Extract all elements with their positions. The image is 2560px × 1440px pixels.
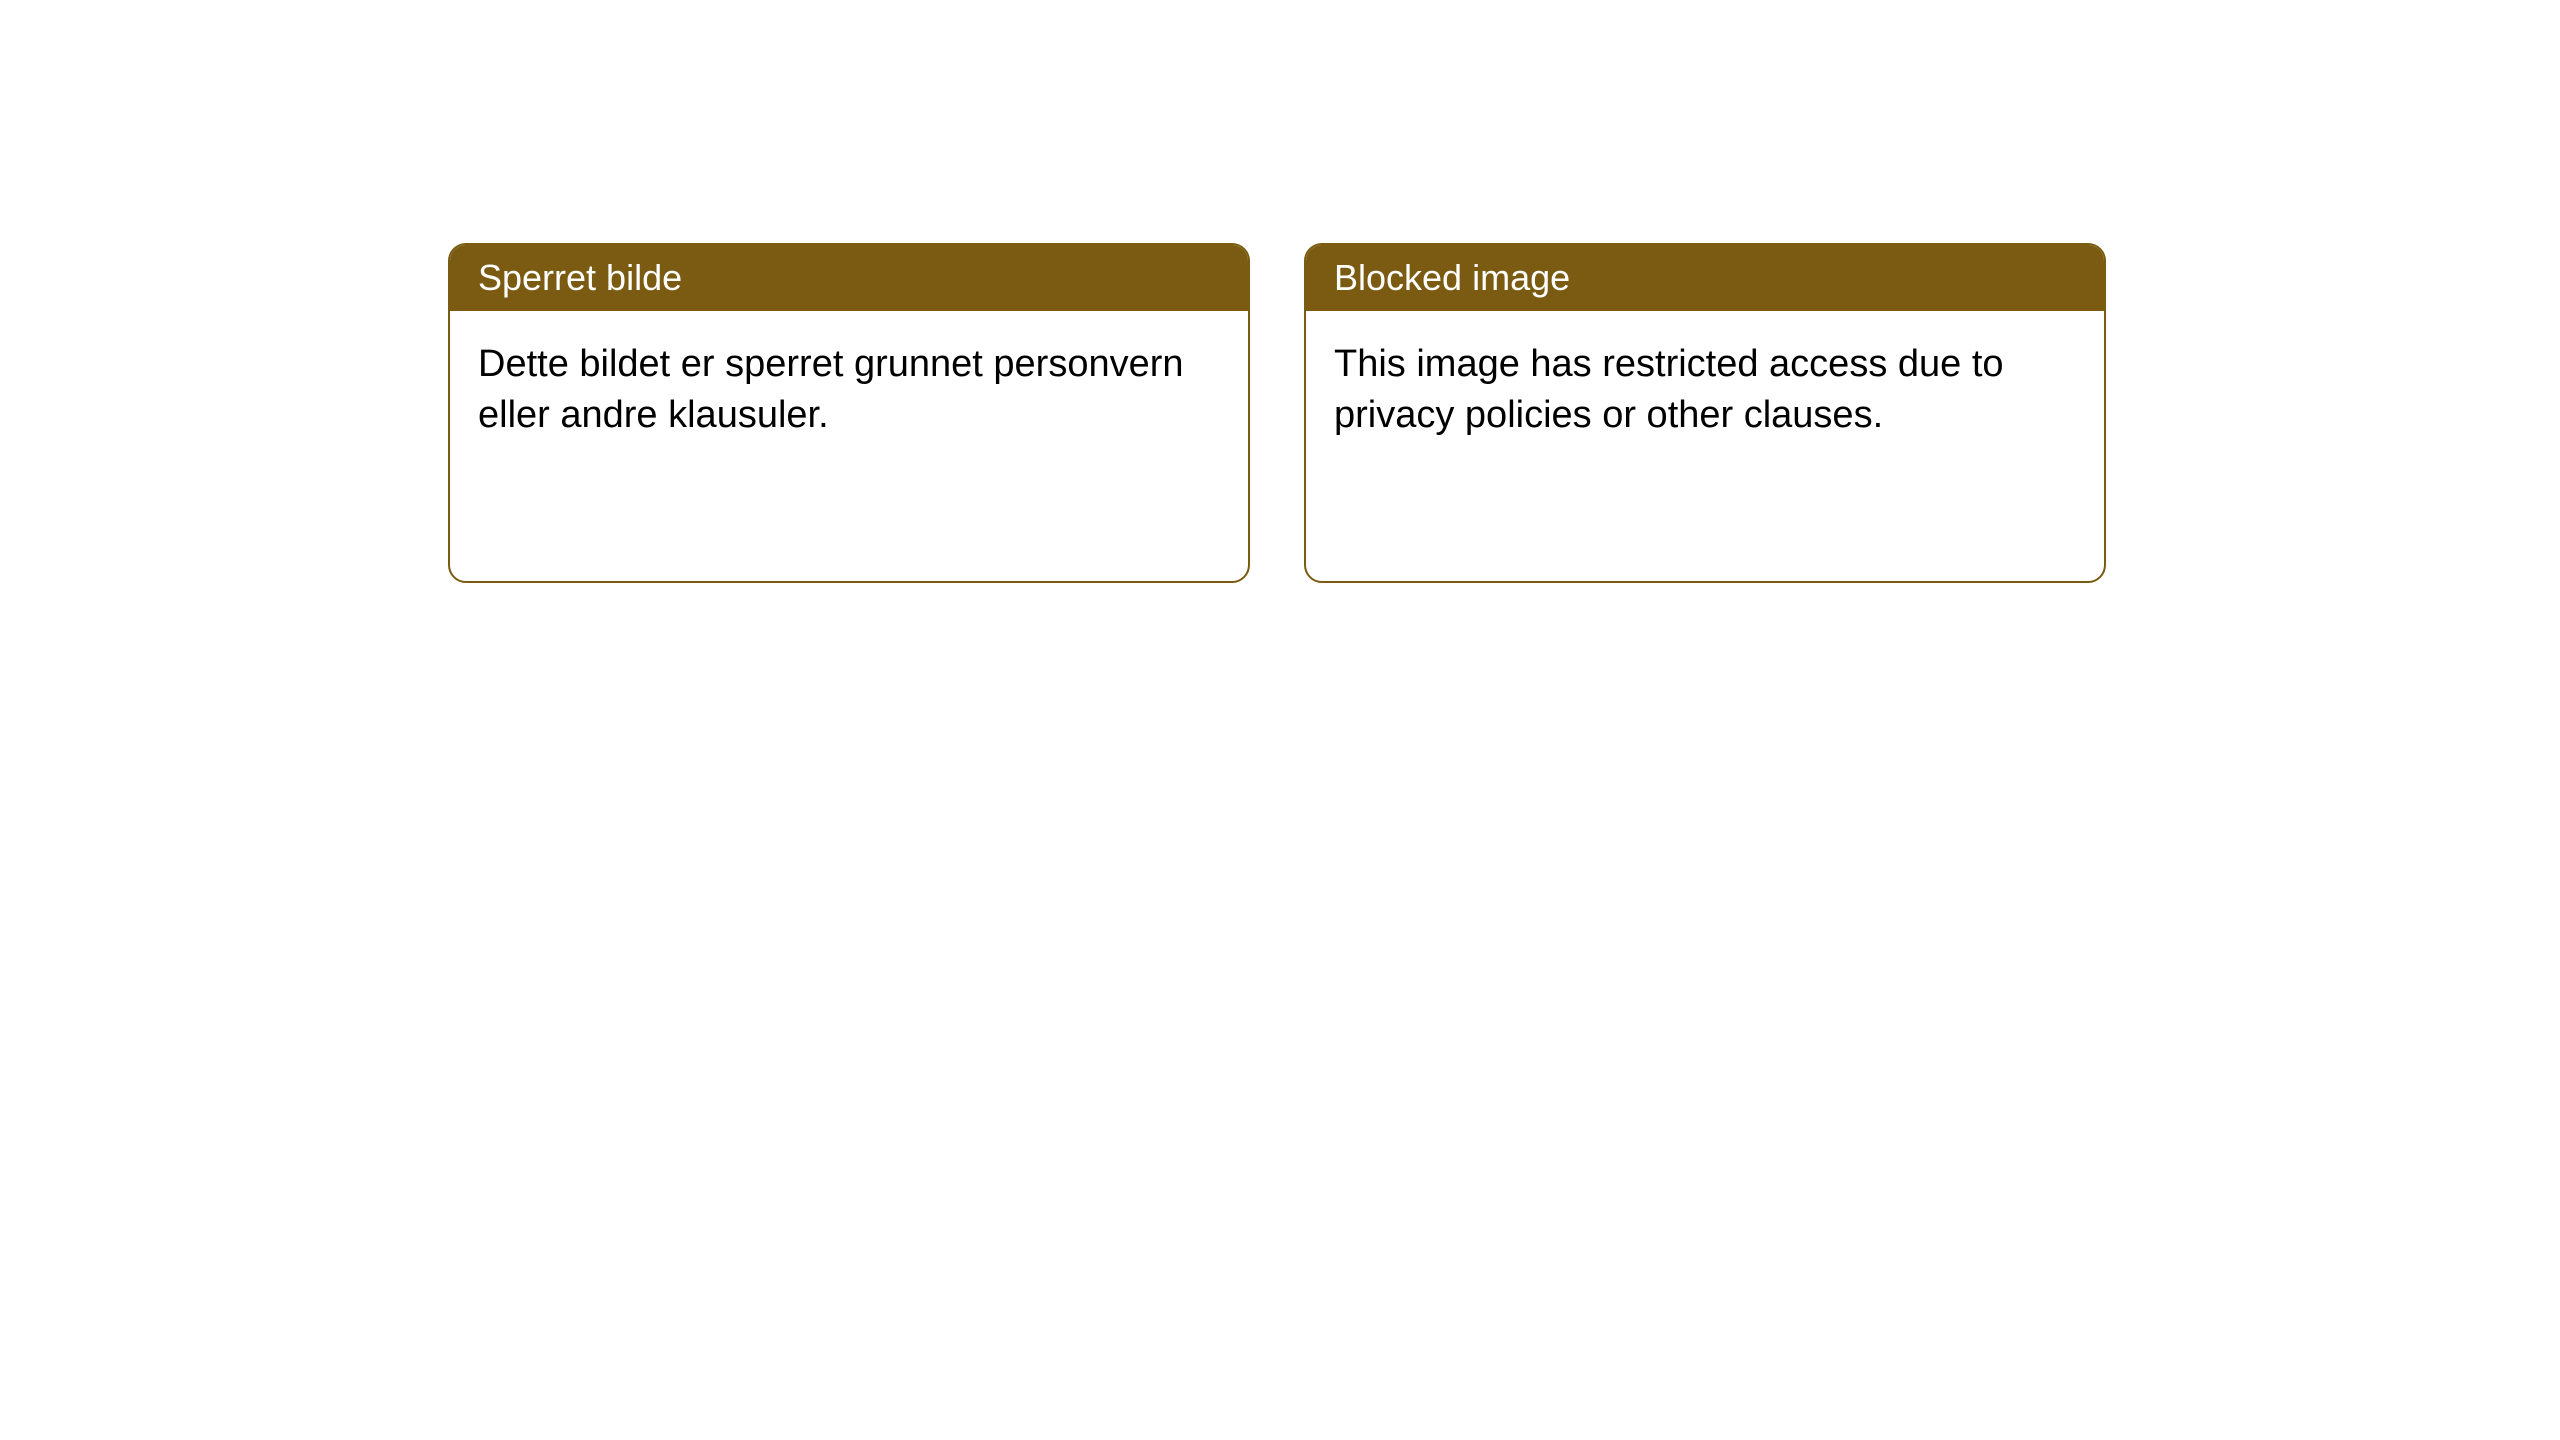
notice-card-norwegian: Sperret bilde Dette bildet er sperret gr… — [448, 243, 1250, 583]
notice-card-english: Blocked image This image has restricted … — [1304, 243, 2106, 583]
notice-body: This image has restricted access due to … — [1306, 311, 2104, 581]
notice-title: Blocked image — [1306, 245, 2104, 311]
notice-container: Sperret bilde Dette bildet er sperret gr… — [0, 0, 2560, 583]
notice-title: Sperret bilde — [450, 245, 1248, 311]
notice-body: Dette bildet er sperret grunnet personve… — [450, 311, 1248, 581]
